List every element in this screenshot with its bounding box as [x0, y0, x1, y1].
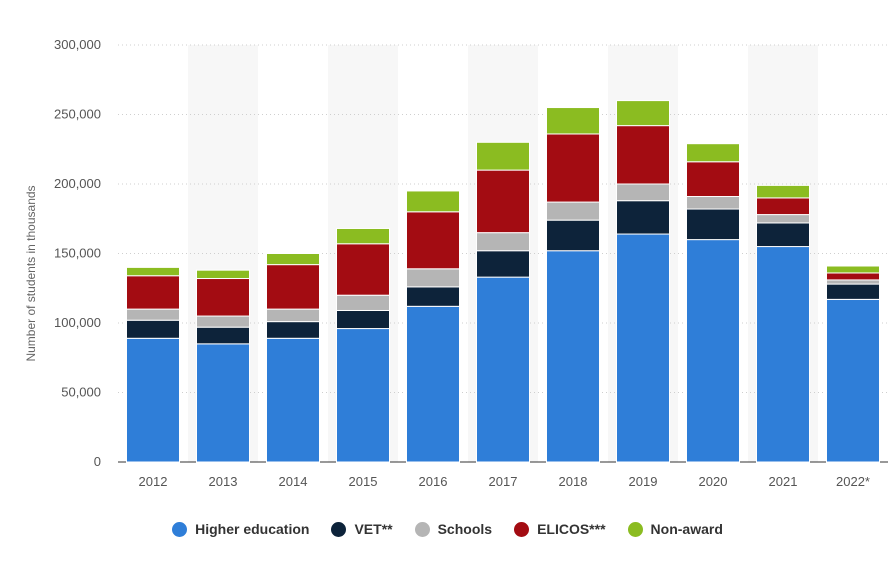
- x-tick-label: 2014: [279, 474, 308, 489]
- bar-segment-non-award-2014[interactable]: [266, 253, 320, 266]
- bar-segment-vet-2018[interactable]: [546, 219, 600, 252]
- bar-segment-vet-2022[interactable]: [826, 283, 880, 300]
- bar-segment-schools-2021[interactable]: [756, 214, 810, 224]
- legend-marker: [172, 521, 188, 537]
- bars: [126, 100, 880, 463]
- x-axis-ticks: 2012 2013 2014 2015 2016 2017 2018 2019 2020 2021…: [139, 474, 870, 489]
- legend-item[interactable]: Non-award: [627, 521, 723, 537]
- bar-segment-non-award-2013[interactable]: [196, 269, 250, 280]
- y-axis-title: Number of students in thousands: [24, 185, 38, 361]
- bar-segment-non-award-2015[interactable]: [336, 227, 390, 245]
- bar-segment-elicos-2018[interactable]: [546, 133, 600, 203]
- bar-segment-non-award-2019[interactable]: [616, 100, 670, 127]
- bar-segment-non-award-2012[interactable]: [126, 266, 180, 277]
- x-tick-label: 2022*: [836, 474, 870, 489]
- x-tick-label: 2018: [559, 474, 588, 489]
- bar-segment-elicos-2017[interactable]: [476, 169, 530, 234]
- bar-segment-schools-2012[interactable]: [126, 308, 180, 321]
- legend-item[interactable]: ELICOS***: [514, 521, 606, 537]
- x-tick-label: 2012: [139, 474, 168, 489]
- y-tick-label: 150,000: [54, 246, 101, 261]
- legend-marker: [414, 521, 430, 537]
- bar-segment-higher-education-2017[interactable]: [476, 276, 530, 463]
- bar-segment-vet-2012[interactable]: [126, 319, 180, 339]
- y-tick-label: 50,000: [61, 385, 101, 400]
- legend-marker: [514, 521, 530, 537]
- bar-segment-higher-education-2014[interactable]: [266, 337, 320, 463]
- bar-segment-vet-2015[interactable]: [336, 309, 390, 330]
- legend-label: Higher education: [195, 521, 310, 537]
- bar-segment-non-award-2016[interactable]: [406, 190, 460, 213]
- bar-segment-schools-2015[interactable]: [336, 294, 390, 311]
- bar-segment-non-award-2020[interactable]: [686, 143, 740, 163]
- x-tick-label: 2013: [209, 474, 238, 489]
- bar-segment-higher-education-2020[interactable]: [686, 239, 740, 463]
- bar-segment-vet-2014[interactable]: [266, 321, 320, 339]
- bar-segment-non-award-2021[interactable]: [756, 184, 810, 199]
- legend-marker: [331, 521, 347, 537]
- y-tick-label: 250,000: [54, 107, 101, 122]
- bar-segment-higher-education-2016[interactable]: [406, 305, 460, 463]
- bar-segment-non-award-2018[interactable]: [546, 107, 600, 135]
- bar-segment-vet-2016[interactable]: [406, 286, 460, 307]
- legend-label: Schools: [437, 521, 493, 537]
- bar-segment-schools-2022[interactable]: [826, 279, 880, 285]
- bar-segment-schools-2013[interactable]: [196, 315, 250, 328]
- bar-segment-higher-education-2022[interactable]: [826, 298, 880, 463]
- bar-segment-higher-education-2015[interactable]: [336, 328, 390, 463]
- legend-item[interactable]: Higher education: [172, 521, 309, 537]
- legend-marker: [627, 521, 643, 537]
- bar-segment-higher-education-2021[interactable]: [756, 246, 810, 463]
- bar-segment-higher-education-2019[interactable]: [616, 233, 670, 463]
- bar-segment-vet-2013[interactable]: [196, 326, 250, 345]
- bar-segment-elicos-2019[interactable]: [616, 125, 670, 185]
- bar-segment-vet-2020[interactable]: [686, 208, 740, 241]
- bar-segment-elicos-2020[interactable]: [686, 161, 740, 198]
- legend-item[interactable]: VET**: [331, 521, 393, 537]
- bar-segment-schools-2020[interactable]: [686, 196, 740, 210]
- bar-segment-schools-2018[interactable]: [546, 201, 600, 221]
- bar-segment-schools-2014[interactable]: [266, 308, 320, 323]
- legend-item[interactable]: Schools: [414, 521, 493, 537]
- bar-segment-elicos-2022[interactable]: [826, 272, 880, 281]
- bar-segment-elicos-2021[interactable]: [756, 197, 810, 216]
- bar-segment-vet-2017[interactable]: [476, 250, 530, 278]
- legend-label: VET**: [354, 521, 393, 537]
- x-tick-label: 2015: [349, 474, 378, 489]
- x-tick-label: 2020: [699, 474, 728, 489]
- y-tick-label: 100,000: [54, 315, 101, 330]
- y-tick-label: 300,000: [54, 37, 101, 52]
- bar-segment-higher-education-2012[interactable]: [126, 337, 180, 463]
- bar-segment-higher-education-2013[interactable]: [196, 343, 250, 463]
- legend: Higher education VET** Schools ELICOS*** Non…: [0, 521, 895, 537]
- legend-label: ELICOS***: [537, 521, 606, 537]
- bar-segment-higher-education-2018[interactable]: [546, 250, 600, 463]
- x-tick-label: 2016: [419, 474, 448, 489]
- x-tick-label: 2021: [769, 474, 798, 489]
- bar-segment-elicos-2015[interactable]: [336, 243, 390, 296]
- bar-segment-non-award-2022[interactable]: [826, 265, 880, 274]
- bar-segment-vet-2021[interactable]: [756, 222, 810, 248]
- bar-segment-elicos-2016[interactable]: [406, 211, 460, 270]
- y-axis-ticks: 0 50,000 100,000 150,000 200,000 250,000 300,0…: [54, 37, 101, 469]
- bar-segment-elicos-2013[interactable]: [196, 278, 250, 317]
- x-tick-label: 2017: [489, 474, 518, 489]
- bar-segment-schools-2019[interactable]: [616, 183, 670, 202]
- bar-segment-elicos-2012[interactable]: [126, 275, 180, 310]
- y-tick-label: 200,000: [54, 176, 101, 191]
- bar-segment-elicos-2014[interactable]: [266, 264, 320, 310]
- bar-segment-schools-2016[interactable]: [406, 268, 460, 288]
- legend-label: Non-award: [650, 521, 723, 537]
- bar-segment-non-award-2017[interactable]: [476, 141, 530, 171]
- x-tick-label: 2019: [629, 474, 658, 489]
- bar-segment-vet-2019[interactable]: [616, 200, 670, 235]
- bar-segment-schools-2017[interactable]: [476, 232, 530, 252]
- y-tick-label: 0: [94, 454, 101, 469]
